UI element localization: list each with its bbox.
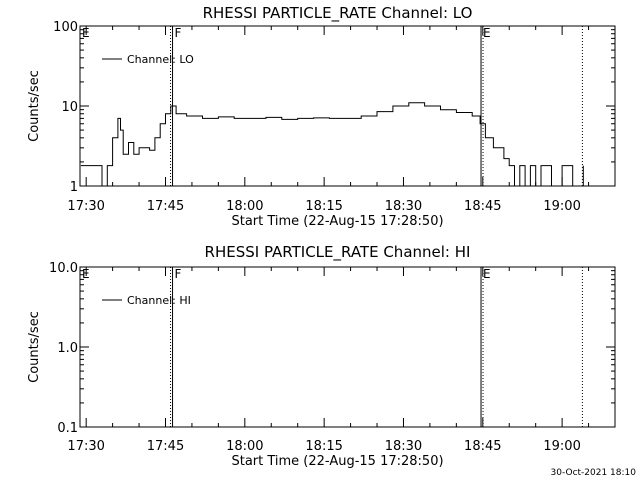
marker-label: F xyxy=(175,267,182,281)
footer-timestamp: 30-Oct-2021 18:10 xyxy=(551,468,637,478)
y-tick-label: 1.0 xyxy=(57,341,78,356)
x-tick-label: 18:45 xyxy=(464,199,501,214)
x-tick-label: 18:45 xyxy=(464,439,501,454)
legend-label: Channel: LO xyxy=(127,53,194,66)
y-tick-label: 10 xyxy=(61,100,78,115)
plot-frame xyxy=(79,25,616,187)
x-tick-label: 18:00 xyxy=(226,439,263,454)
chart-title: RHESSI PARTICLE_RATE Channel: LO xyxy=(203,4,473,23)
series-line xyxy=(80,102,584,187)
y-tick-label: 0.1 xyxy=(57,421,78,436)
y-tick-label: 100 xyxy=(53,20,78,35)
x-tick-label: 18:15 xyxy=(305,199,342,214)
chart-title: RHESSI PARTICLE_RATE Channel: HI xyxy=(205,243,471,262)
y-axis-label: Counts/sec xyxy=(27,70,42,142)
x-tick-label: 18:00 xyxy=(226,199,263,214)
x-axis-label: Start Time (22-Aug-15 17:28:50) xyxy=(231,214,443,229)
x-tick-label: 17:45 xyxy=(147,199,184,214)
x-tick-label: 19:00 xyxy=(543,199,580,214)
y-tick-label: 1 xyxy=(70,180,78,195)
x-axis-label: Start Time (22-Aug-15 17:28:50) xyxy=(231,454,443,469)
x-tick-label: 19:00 xyxy=(543,439,580,454)
marker-label: F xyxy=(175,26,182,40)
marker-label: E xyxy=(483,26,491,40)
x-tick-label: 18:30 xyxy=(385,439,422,454)
x-tick-label: 17:30 xyxy=(67,439,104,454)
marker-label: E xyxy=(483,267,491,281)
x-tick-label: 17:30 xyxy=(67,199,104,214)
plot-frame xyxy=(79,266,616,428)
x-tick-label: 18:30 xyxy=(385,199,422,214)
y-axis-label: Counts/sec xyxy=(27,311,42,383)
marker-label: E xyxy=(82,267,90,281)
x-tick-label: 17:45 xyxy=(147,439,184,454)
marker-label: E xyxy=(82,26,90,40)
legend-label: Channel: HI xyxy=(127,294,191,307)
y-tick-label: 10.0 xyxy=(49,261,78,276)
x-tick-label: 18:15 xyxy=(305,439,342,454)
